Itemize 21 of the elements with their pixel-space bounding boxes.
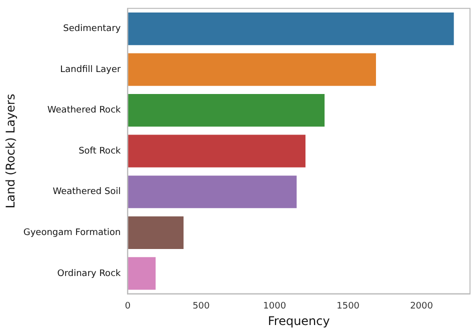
bar — [128, 134, 306, 168]
x-tick-label: 0 — [124, 302, 131, 312]
bar — [128, 216, 184, 249]
bar — [128, 176, 297, 208]
bar — [128, 257, 156, 290]
y-tick-label: Landfill Layer — [60, 64, 122, 75]
y-tick-label: Sedimentary — [63, 24, 122, 34]
x-tick-label: 1000 — [263, 302, 286, 312]
y-tick-label: Weathered Soil — [52, 187, 121, 198]
x-tick-label: 1500 — [336, 302, 360, 312]
x-tick-label: 500 — [192, 302, 210, 312]
y-tick-label: Soft Rock — [78, 146, 122, 156]
bar — [128, 12, 454, 46]
bar — [128, 53, 376, 86]
bar — [128, 94, 325, 127]
y-tick-label: Weathered Rock — [47, 106, 122, 116]
y-tick-label: Ordinary Rock — [57, 268, 122, 279]
y-axis-title: Land (Rock) Layers — [3, 94, 18, 208]
x-axis-title: Frequency — [268, 314, 330, 328]
x-tick-label: 2000 — [410, 302, 434, 312]
y-tick-label: Gyeongam Formation — [23, 228, 121, 238]
